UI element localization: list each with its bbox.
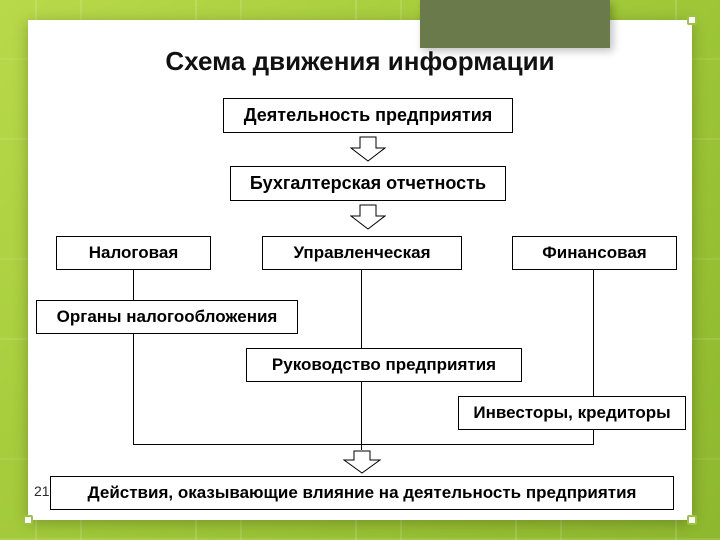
box-investors-label: Инвесторы, кредиторы [473, 403, 670, 423]
box-activity: Деятельность предприятия [223, 98, 513, 133]
arrow-down-2 [350, 204, 386, 230]
box-tax-bodies: Органы налогообложения [36, 300, 298, 334]
frame-corner-bl [23, 515, 33, 525]
frame-corner-tr [687, 15, 697, 25]
box-actions: Действия, оказывающие влияние на деятель… [50, 476, 674, 510]
box-tax-bodies-label: Органы налогообложения [57, 307, 278, 327]
box-accounting-label: Бухгалтерская отчетность [250, 173, 486, 194]
box-actions-label: Действия, оказывающие влияние на деятель… [88, 483, 637, 503]
connector-inv-down [593, 430, 594, 444]
connector-managerial [361, 270, 362, 348]
page-number: 21 [34, 483, 50, 499]
box-financial: Финансовая [512, 236, 677, 270]
connector-financial [593, 270, 594, 396]
connector-tax [133, 270, 134, 300]
box-tax-label: Налоговая [89, 243, 179, 263]
connector-horizontal [133, 444, 594, 445]
connector-tax-down [133, 334, 134, 444]
box-managerial-label: Управленческая [294, 243, 431, 263]
page-title: Схема движения информации [28, 46, 692, 77]
box-management-label: Руководство предприятия [272, 355, 496, 375]
box-tax: Налоговая [56, 236, 211, 270]
header-dark-block [420, 0, 610, 48]
connector-mgmt-down [361, 382, 362, 444]
arrow-down-1 [350, 136, 386, 162]
box-managerial: Управленческая [262, 236, 462, 270]
content-frame: Схема движения информации Деятельность п… [28, 20, 692, 520]
arrow-down-3 [343, 450, 381, 474]
frame-corner-br [687, 515, 697, 525]
box-financial-label: Финансовая [542, 243, 646, 263]
box-investors: Инвесторы, кредиторы [458, 396, 686, 430]
box-activity-label: Деятельность предприятия [244, 105, 493, 126]
box-accounting: Бухгалтерская отчетность [230, 166, 506, 201]
box-management: Руководство предприятия [246, 348, 522, 382]
